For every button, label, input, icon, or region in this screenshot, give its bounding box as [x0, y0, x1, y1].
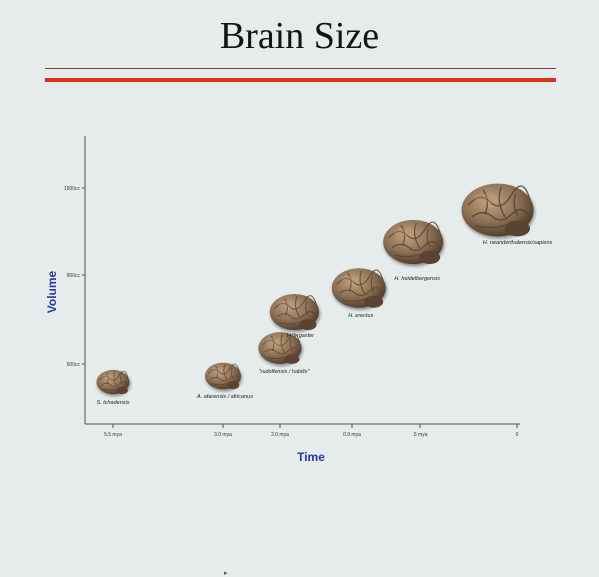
brain-gyrus	[370, 275, 375, 293]
brain-gyrus	[482, 189, 488, 215]
brain-point: H. ergaster	[269, 293, 319, 339]
brain-gyrus	[266, 356, 287, 359]
x-axis-title: Time	[297, 450, 325, 464]
title-rule-thin	[45, 68, 556, 69]
x-axis-ticks: 5.5 mya 3.0 mya 2.0 mya 0.9 mya .5 mya 0	[104, 424, 519, 438]
brain-highlight	[393, 228, 415, 237]
brain-gyrus	[394, 253, 423, 258]
brain-gyrus	[294, 296, 300, 318]
species-label: A. afarensis / africanus	[196, 394, 253, 400]
brain-gyrus	[264, 347, 300, 355]
brain-highlight	[341, 275, 361, 283]
species-label: H. neanderthalensis/sapiens	[483, 240, 553, 246]
brain-point: H. neanderthalensis/sapiens	[461, 183, 553, 246]
y-tick-label: 500cc	[67, 362, 81, 368]
brain-point: "rudolfensis / habilis"	[258, 332, 310, 375]
species-label: H. ergaster	[287, 333, 315, 339]
brain-gyrus	[101, 381, 129, 387]
brain-gyrus	[347, 272, 352, 292]
brain-gyrus	[113, 371, 117, 386]
species-label: H. erectus	[348, 313, 373, 319]
brain-gyrus	[475, 223, 510, 229]
brain-cerebellum	[364, 295, 384, 308]
y-tick-label: 1500cc	[64, 186, 81, 192]
species-label: H. heidelbergensis	[394, 276, 440, 282]
species-label: "rudolfensis / habilis"	[259, 369, 311, 375]
brain-cerebellum	[226, 381, 240, 390]
brain-gyrus	[230, 367, 234, 380]
brain-gyrus	[342, 298, 368, 302]
brain-highlight	[211, 367, 224, 373]
brain-gyrus	[400, 224, 406, 246]
axes	[84, 136, 520, 425]
brain-gyrus	[279, 321, 303, 325]
brain-cerebellum	[504, 220, 530, 237]
brain-highlight	[278, 300, 296, 308]
brain-highlight	[474, 193, 500, 203]
brain-gyrus	[208, 363, 240, 375]
y-tick-label: 900cc	[67, 273, 81, 279]
brain-gyrus	[102, 388, 119, 391]
species-label: S. tchadensis	[96, 400, 129, 406]
brain-point: H. heidelbergensis	[383, 220, 444, 282]
brain-gyrus	[471, 208, 531, 221]
brain-gyrus	[280, 334, 285, 353]
brain-gyrus	[513, 193, 519, 216]
brain-gyrus	[262, 333, 300, 346]
brain-gyrus	[305, 300, 309, 317]
slide-title: Brain Size	[219, 15, 380, 57]
brain-highlight	[102, 374, 114, 379]
brain-gyrus	[99, 370, 129, 381]
x-tick-label: 5.5 mya	[104, 432, 122, 438]
x-tick-label: 0	[516, 432, 519, 438]
brain-gyrus	[120, 374, 123, 385]
brain-cerebellum	[299, 319, 317, 331]
brain-gyrus	[284, 297, 288, 316]
brain-gyrus	[106, 372, 109, 385]
brain-gyrus	[388, 221, 441, 240]
y-axis-ticks: 500cc 900cc 1500cc	[64, 186, 85, 368]
x-tick-label: 3.0 mya	[214, 432, 232, 438]
brain-point: S. tchadensis	[96, 369, 130, 406]
brain-cerebellum	[419, 250, 441, 264]
brain-gyrus	[498, 186, 506, 218]
x-tick-label: 2.0 mya	[271, 432, 289, 438]
x-tick-label: 0.9 mya	[343, 432, 361, 438]
brain-gyrus	[215, 365, 219, 379]
brain-markers: S. tchadensis A. afarensis / africanus "ru…	[96, 183, 553, 406]
x-tick-label: .5 mya	[412, 432, 427, 438]
y-axis-title: Volume	[45, 270, 59, 313]
brain-gyrus	[339, 287, 384, 296]
brain-cerebellum	[116, 386, 128, 395]
brain-cerebellum	[284, 354, 300, 364]
brain-gyrus	[359, 270, 365, 294]
brain-point: A. afarensis / africanus	[196, 362, 253, 400]
brain-gyrus	[289, 338, 293, 352]
brain-gyrus	[426, 228, 431, 247]
brain-gyrus	[211, 382, 229, 386]
title-rule-thick	[45, 78, 556, 82]
brain-gyrus	[223, 364, 227, 380]
brain-gyrus	[391, 241, 441, 251]
brain-gyrus	[468, 185, 531, 207]
brain-gyrus	[413, 222, 420, 249]
brain-point: H. erectus	[331, 268, 386, 319]
brain-gyrus	[274, 295, 318, 310]
brain-gyrus	[276, 311, 318, 320]
brain-gyrus	[270, 335, 275, 351]
brain-highlight	[265, 338, 282, 344]
mouse-cursor-icon: ▸	[224, 570, 228, 577]
brain-gyrus	[210, 375, 240, 382]
brain-gyrus	[336, 269, 384, 286]
